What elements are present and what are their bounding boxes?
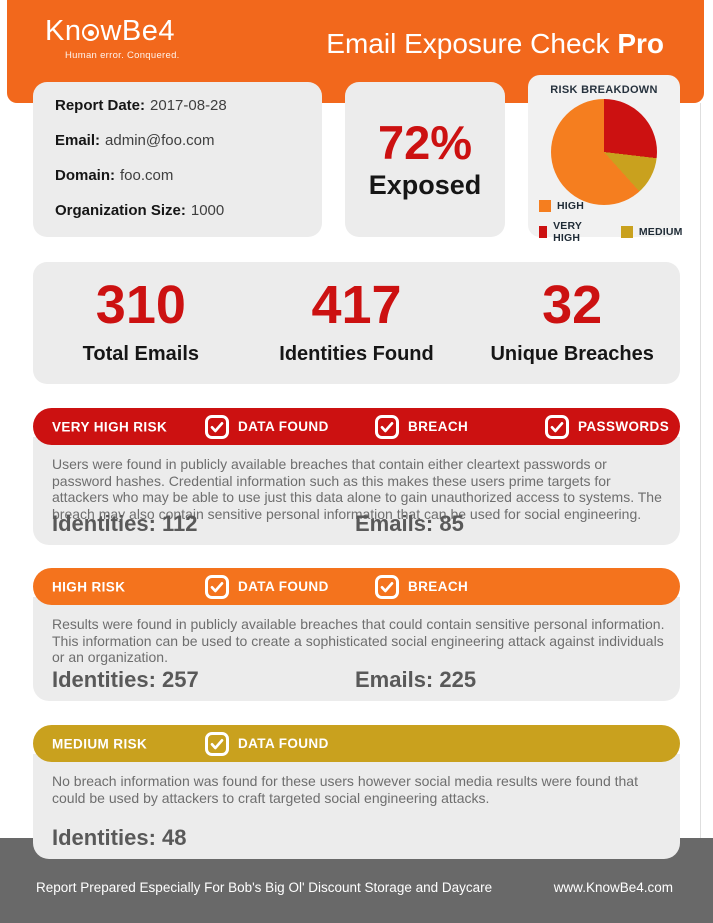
checkbox-checked-icon [545, 414, 569, 439]
high-risk-description: Results were found in publicly available… [52, 616, 665, 665]
emails-label: Emails: [355, 511, 434, 536]
org-size-row: Organization Size: 1000 [55, 202, 322, 237]
exposure-percent: 72% [377, 115, 473, 169]
emails-value: 85 [439, 511, 464, 536]
page-edge-line [700, 103, 701, 838]
badge-data-found-label: DATA FOUND [238, 579, 329, 594]
legend-swatch-very-high-icon [539, 226, 548, 238]
logo-o-icon [82, 24, 100, 41]
checkbox-checked-icon [205, 731, 229, 756]
stat-total-emails-label: Total Emails [82, 343, 199, 365]
footer-prepared-for: Report Prepared Especially For Bob's Big… [36, 880, 493, 895]
high-risk-band: HIGH RISK DATA FOUND BREACH [33, 568, 680, 605]
emails-value: 225 [439, 667, 477, 692]
identities-label: Identities: [52, 511, 156, 536]
report-info-card: Report Date: 2017-08-28 Email: admin@foo.c… [33, 82, 322, 237]
report-date-label: Report Date: [55, 97, 146, 114]
badge-breach-label: BREACH [408, 419, 469, 434]
email-label: Email: [55, 132, 101, 149]
high-risk-body: Results were found in publicly available… [33, 597, 680, 701]
logo-text-suffix: wBe4 [100, 15, 176, 47]
medium-risk-title: MEDIUM RISK [52, 736, 148, 751]
exposure-label: Exposed [368, 170, 482, 201]
very-high-risk-body: Users were found in publicly available b… [33, 437, 680, 545]
badge-data-found: DATA FOUND [205, 731, 329, 756]
medium-risk-description: No breach information was found for thes… [52, 773, 638, 806]
high-risk-counts: Identities: 257 Emails: 225 [52, 667, 476, 693]
badge-data-found: DATA FOUND [205, 414, 329, 439]
checkbox-checked-icon [205, 574, 229, 599]
email-value: admin@foo.com [105, 132, 215, 149]
badge-data-found: DATA FOUND [205, 574, 329, 599]
legend-swatch-high-icon [539, 200, 551, 212]
checkbox-checked-icon [375, 414, 399, 439]
org-size-label: Organization Size: [55, 202, 186, 219]
checkbox-checked-icon [205, 414, 229, 439]
very-high-risk-band: VERY HIGH RISK DATA FOUND BREACH PASSWOR… [33, 408, 680, 445]
checkbox-checked-icon [375, 574, 399, 599]
legend-label-very-high: VERY HIGH [553, 220, 582, 244]
legend-row-2: VERY HIGH MEDIUM [539, 220, 683, 244]
stat-unique-breaches-value: 32 [542, 275, 603, 335]
stat-unique-breaches: 32 Unique Breaches [464, 262, 680, 384]
medium-risk-counts: Identities: 48 [52, 825, 187, 851]
risk-pie-chart [551, 99, 657, 205]
risk-breakdown-card: RISK BREAKDOWN HIGH VERY HIGH MEDIUM [528, 75, 682, 244]
domain-value: foo.com [120, 167, 174, 184]
badge-data-found-label: DATA FOUND [238, 736, 329, 751]
page-title-regular: Email Exposure Check [326, 28, 618, 59]
logo-text-prefix: Kn [45, 15, 82, 47]
stat-total-emails: 310 Total Emails [33, 262, 249, 384]
legend-label-high: HIGH [557, 200, 585, 212]
very-high-risk-title: VERY HIGH RISK [52, 419, 168, 434]
stat-identities-found-value: 417 [311, 275, 402, 335]
domain-label: Domain: [55, 167, 115, 184]
high-risk-title: HIGH RISK [52, 579, 126, 594]
badge-passwords-label: PASSWORDS [578, 419, 670, 434]
report-date-row: Report Date: 2017-08-28 [55, 97, 322, 132]
stat-unique-breaches-label: Unique Breaches [490, 343, 654, 365]
knowbe4-logo: Kn wBe4 Human error. Conquered. [45, 15, 180, 61]
legend-item-very-high: VERY HIGH [539, 220, 593, 244]
page-title-bold: Pro [617, 28, 664, 59]
org-size-value: 1000 [190, 202, 225, 219]
legend-label-medium: MEDIUM [638, 226, 683, 238]
badge-data-found-label: DATA FOUND [238, 419, 329, 434]
emails-count: Emails: 225 [355, 667, 476, 693]
logo-tagline: Human error. Conquered. [65, 49, 180, 61]
footer-website-link[interactable]: www.KnowBe4.com [553, 880, 673, 895]
identities-value: 257 [162, 667, 199, 692]
identities-value: 48 [162, 825, 187, 850]
emails-label: Emails: [355, 667, 434, 692]
exposure-card: 72% Exposed [345, 82, 505, 237]
emails-count: Emails: 85 [355, 511, 464, 537]
domain-row: Domain: foo.com [55, 167, 322, 202]
email-row: Email: admin@foo.com [55, 132, 322, 167]
legend-item-medium: MEDIUM [620, 226, 683, 238]
stat-identities-found: 417 Identities Found [249, 262, 465, 384]
legend-row-1: HIGH [539, 200, 584, 212]
badge-breach: BREACH [375, 414, 469, 439]
very-high-risk-description: Users were found in publicly available b… [52, 456, 662, 522]
identities-value: 112 [162, 511, 198, 536]
page-title: Email Exposure Check Pro [326, 28, 664, 60]
report-date-value: 2017-08-28 [150, 97, 227, 114]
legend-swatch-medium-icon [620, 226, 633, 238]
stat-total-emails-value: 310 [95, 275, 186, 335]
badge-breach-label: BREACH [408, 579, 469, 594]
medium-risk-body: No breach information was found for thes… [33, 754, 680, 859]
logo-text: Kn wBe4 [45, 15, 180, 48]
legend-item-high: HIGH [539, 200, 584, 212]
stat-identities-found-label: Identities Found [279, 343, 434, 365]
risk-breakdown-title: RISK BREAKDOWN [550, 84, 658, 96]
badge-passwords: PASSWORDS [545, 414, 670, 439]
identities-label: Identities: [52, 825, 156, 850]
very-high-risk-counts: Identities: 112 Emails: 85 [52, 511, 464, 537]
medium-risk-band: MEDIUM RISK DATA FOUND [33, 725, 680, 762]
summary-stats-card: 310 Total Emails 417 Identities Found 32… [33, 262, 680, 384]
identities-label: Identities: [52, 667, 156, 692]
badge-breach: BREACH [375, 574, 469, 599]
